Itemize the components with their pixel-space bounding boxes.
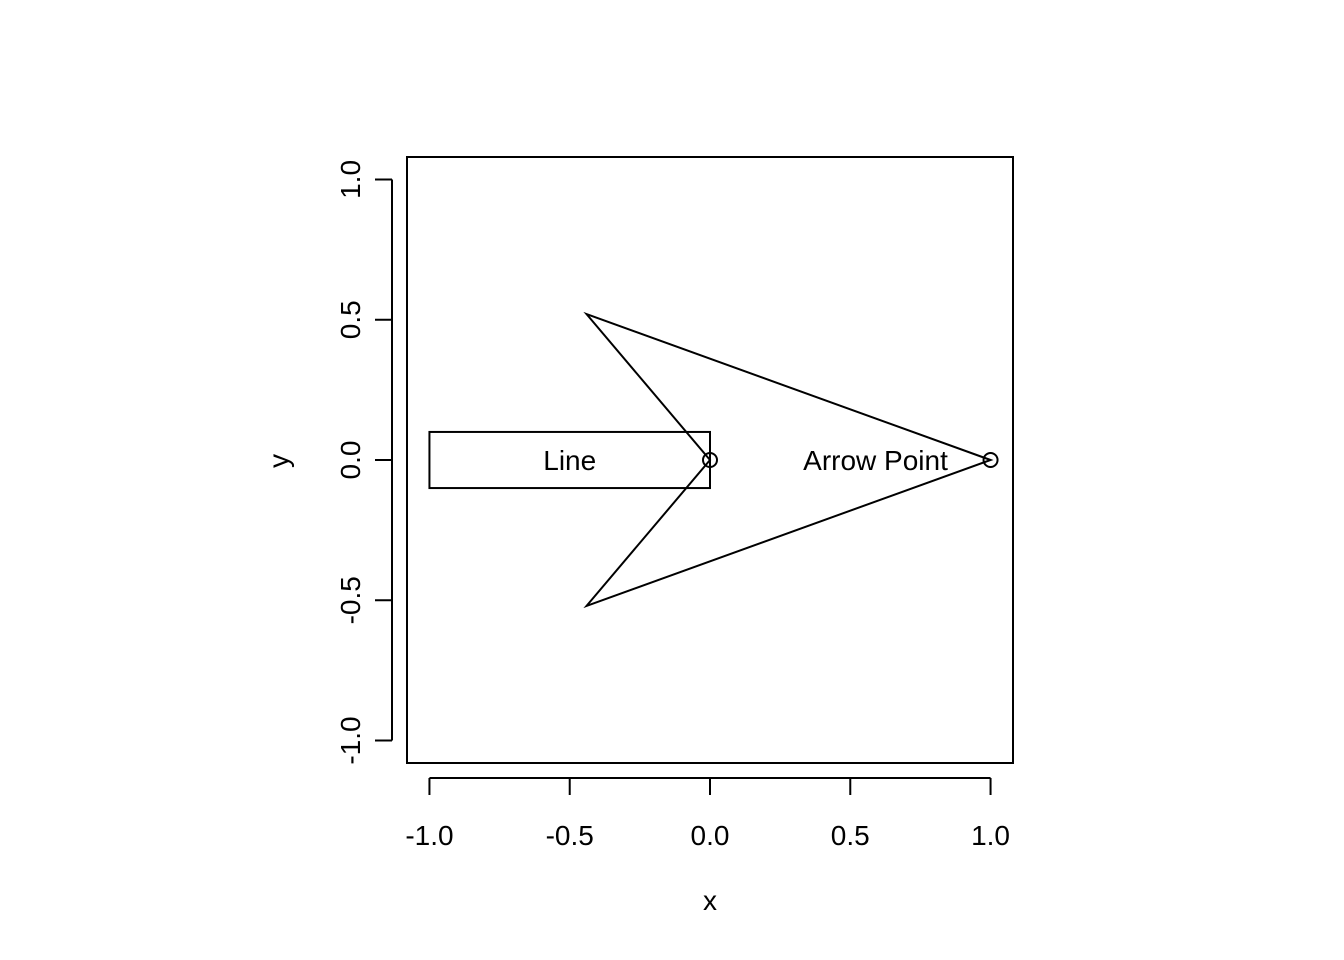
annotation-label: Arrow Point xyxy=(803,445,948,476)
plot-layer: Line Arrow Point xyxy=(428,311,999,609)
data-point xyxy=(702,452,718,468)
y-tick-label: 0.0 xyxy=(335,441,366,480)
x-tick-label: 1.0 xyxy=(971,820,1010,851)
y-tick-label: -0.5 xyxy=(335,576,366,624)
y-tick-label: 0.5 xyxy=(335,300,366,339)
annotation-label: Line xyxy=(543,445,596,476)
y-tick-label: 1.0 xyxy=(335,160,366,199)
axes-layer: -1.0 -0.5 0.0 0.5 1.0 -1.0 -0.5 0.0 0.5 1.0 xyxy=(335,156,1014,851)
y-axis-label: y xyxy=(263,454,294,468)
x-tick-label: 0.5 xyxy=(831,820,870,851)
x-tick-label: -0.5 xyxy=(546,820,594,851)
x-tick-label: 0.0 xyxy=(691,820,730,851)
arrow-head-polygon xyxy=(583,311,994,609)
x-axis-label: x xyxy=(703,885,717,916)
y-tick-label: -1.0 xyxy=(335,716,366,764)
data-point xyxy=(982,452,999,468)
plot-frame xyxy=(406,156,1014,764)
x-tick-label: -1.0 xyxy=(405,820,453,851)
